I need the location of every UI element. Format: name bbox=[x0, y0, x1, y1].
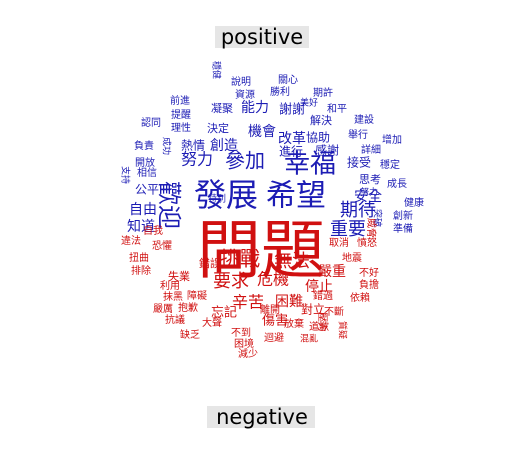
word-恐懼: 恐懼 bbox=[152, 240, 172, 252]
word-取消: 取消 bbox=[329, 236, 349, 249]
word-負責: 負責 bbox=[134, 139, 154, 152]
word-負擔: 負擔 bbox=[359, 278, 379, 291]
word-穩健: 穩健 bbox=[211, 61, 223, 79]
word-錯過: 錯過 bbox=[313, 289, 333, 302]
word-放棄: 放棄 bbox=[284, 317, 304, 330]
word-不到: 不到 bbox=[231, 327, 251, 339]
word-不好: 不好 bbox=[359, 267, 379, 279]
word-離開: 離開 bbox=[260, 303, 280, 316]
word-成功: 成功 bbox=[161, 137, 173, 155]
word-創新: 創新 bbox=[393, 209, 413, 222]
word-熱情: 熱情 bbox=[181, 139, 205, 153]
word-質疑: 質疑 bbox=[337, 321, 349, 339]
word-努力: 努力 bbox=[360, 186, 378, 198]
word-決定: 決定 bbox=[207, 121, 229, 135]
word-機會: 機會 bbox=[248, 124, 276, 140]
word-迴避: 迴避 bbox=[264, 331, 284, 344]
word-依賴: 依賴 bbox=[350, 291, 370, 304]
word-創造: 創造 bbox=[210, 138, 238, 154]
word-特別: 特別 bbox=[208, 193, 226, 205]
word-期許: 期許 bbox=[313, 86, 333, 99]
word-美好: 美好 bbox=[300, 97, 318, 109]
word-排除: 排除 bbox=[131, 264, 151, 277]
word-成長: 成長 bbox=[387, 178, 407, 190]
word-進行: 進行 bbox=[279, 145, 303, 159]
word-關心: 關心 bbox=[278, 74, 298, 86]
word-健康: 健康 bbox=[404, 196, 424, 209]
word-抱歉: 抱歉 bbox=[178, 301, 198, 314]
word-準備: 準備 bbox=[393, 222, 413, 235]
word-協助: 協助 bbox=[306, 130, 330, 145]
word-缺乏: 缺乏 bbox=[180, 328, 200, 341]
word-壓力: 壓力 bbox=[316, 312, 329, 332]
word-支持: 支持 bbox=[120, 166, 132, 184]
word-威脅: 威脅 bbox=[365, 218, 378, 238]
word-說明: 說明 bbox=[231, 75, 251, 88]
word-希望: 希望 bbox=[266, 179, 326, 214]
word-資源: 資源 bbox=[235, 88, 255, 101]
word-重要: 重要 bbox=[330, 219, 366, 240]
word-歡迎: 歡迎 bbox=[155, 181, 183, 229]
word-嚴厲: 嚴厲 bbox=[153, 303, 173, 315]
word-扭曲: 扭曲 bbox=[129, 251, 149, 264]
word-解決: 解決 bbox=[310, 113, 332, 127]
word-接受: 接受 bbox=[347, 155, 371, 170]
word-勝利: 勝利 bbox=[270, 85, 290, 98]
word-要求: 要求 bbox=[213, 271, 249, 292]
word-利用: 利用 bbox=[160, 280, 180, 292]
word-提醒: 提醒 bbox=[171, 109, 191, 121]
word-能力: 能力 bbox=[241, 100, 269, 116]
word-和平: 和平 bbox=[327, 103, 347, 115]
word-相信: 相信 bbox=[137, 166, 157, 179]
word-自由: 自由 bbox=[129, 202, 157, 218]
word-感謝: 感謝 bbox=[315, 143, 339, 158]
word-詳細: 詳細 bbox=[361, 143, 381, 156]
word-錯誤: 錯誤 bbox=[199, 256, 221, 270]
word-危機: 危機 bbox=[257, 270, 289, 289]
word-地震: 地震 bbox=[342, 251, 362, 264]
word-舉行: 舉行 bbox=[348, 128, 368, 141]
word-挑戰: 挑戰 bbox=[220, 247, 260, 271]
word-抗議: 抗議 bbox=[165, 313, 185, 326]
word-增加: 增加 bbox=[382, 133, 402, 146]
word-抹黑: 抹黑 bbox=[163, 290, 183, 303]
word-障礙: 障礙 bbox=[187, 289, 207, 302]
word-理性: 理性 bbox=[171, 121, 191, 134]
word-大聲: 大聲 bbox=[202, 316, 222, 329]
word-認同: 認同 bbox=[141, 116, 161, 129]
word-公平: 公平 bbox=[135, 183, 159, 197]
negative-group-label: negative bbox=[216, 405, 308, 429]
word-建設: 建設 bbox=[354, 113, 374, 126]
word-思考: 思考 bbox=[359, 173, 381, 186]
word-混亂: 混亂 bbox=[300, 333, 318, 345]
word-前進: 前進 bbox=[170, 94, 190, 107]
word-減少: 減少 bbox=[238, 347, 258, 360]
word-凝聚: 凝聚 bbox=[211, 101, 233, 115]
word-自我: 自我 bbox=[143, 224, 163, 237]
word-穩定: 穩定 bbox=[380, 158, 400, 171]
word-嚴重: 嚴重 bbox=[318, 264, 346, 280]
positive-group-label: positive bbox=[221, 25, 303, 49]
word-違法: 違法 bbox=[121, 234, 141, 247]
